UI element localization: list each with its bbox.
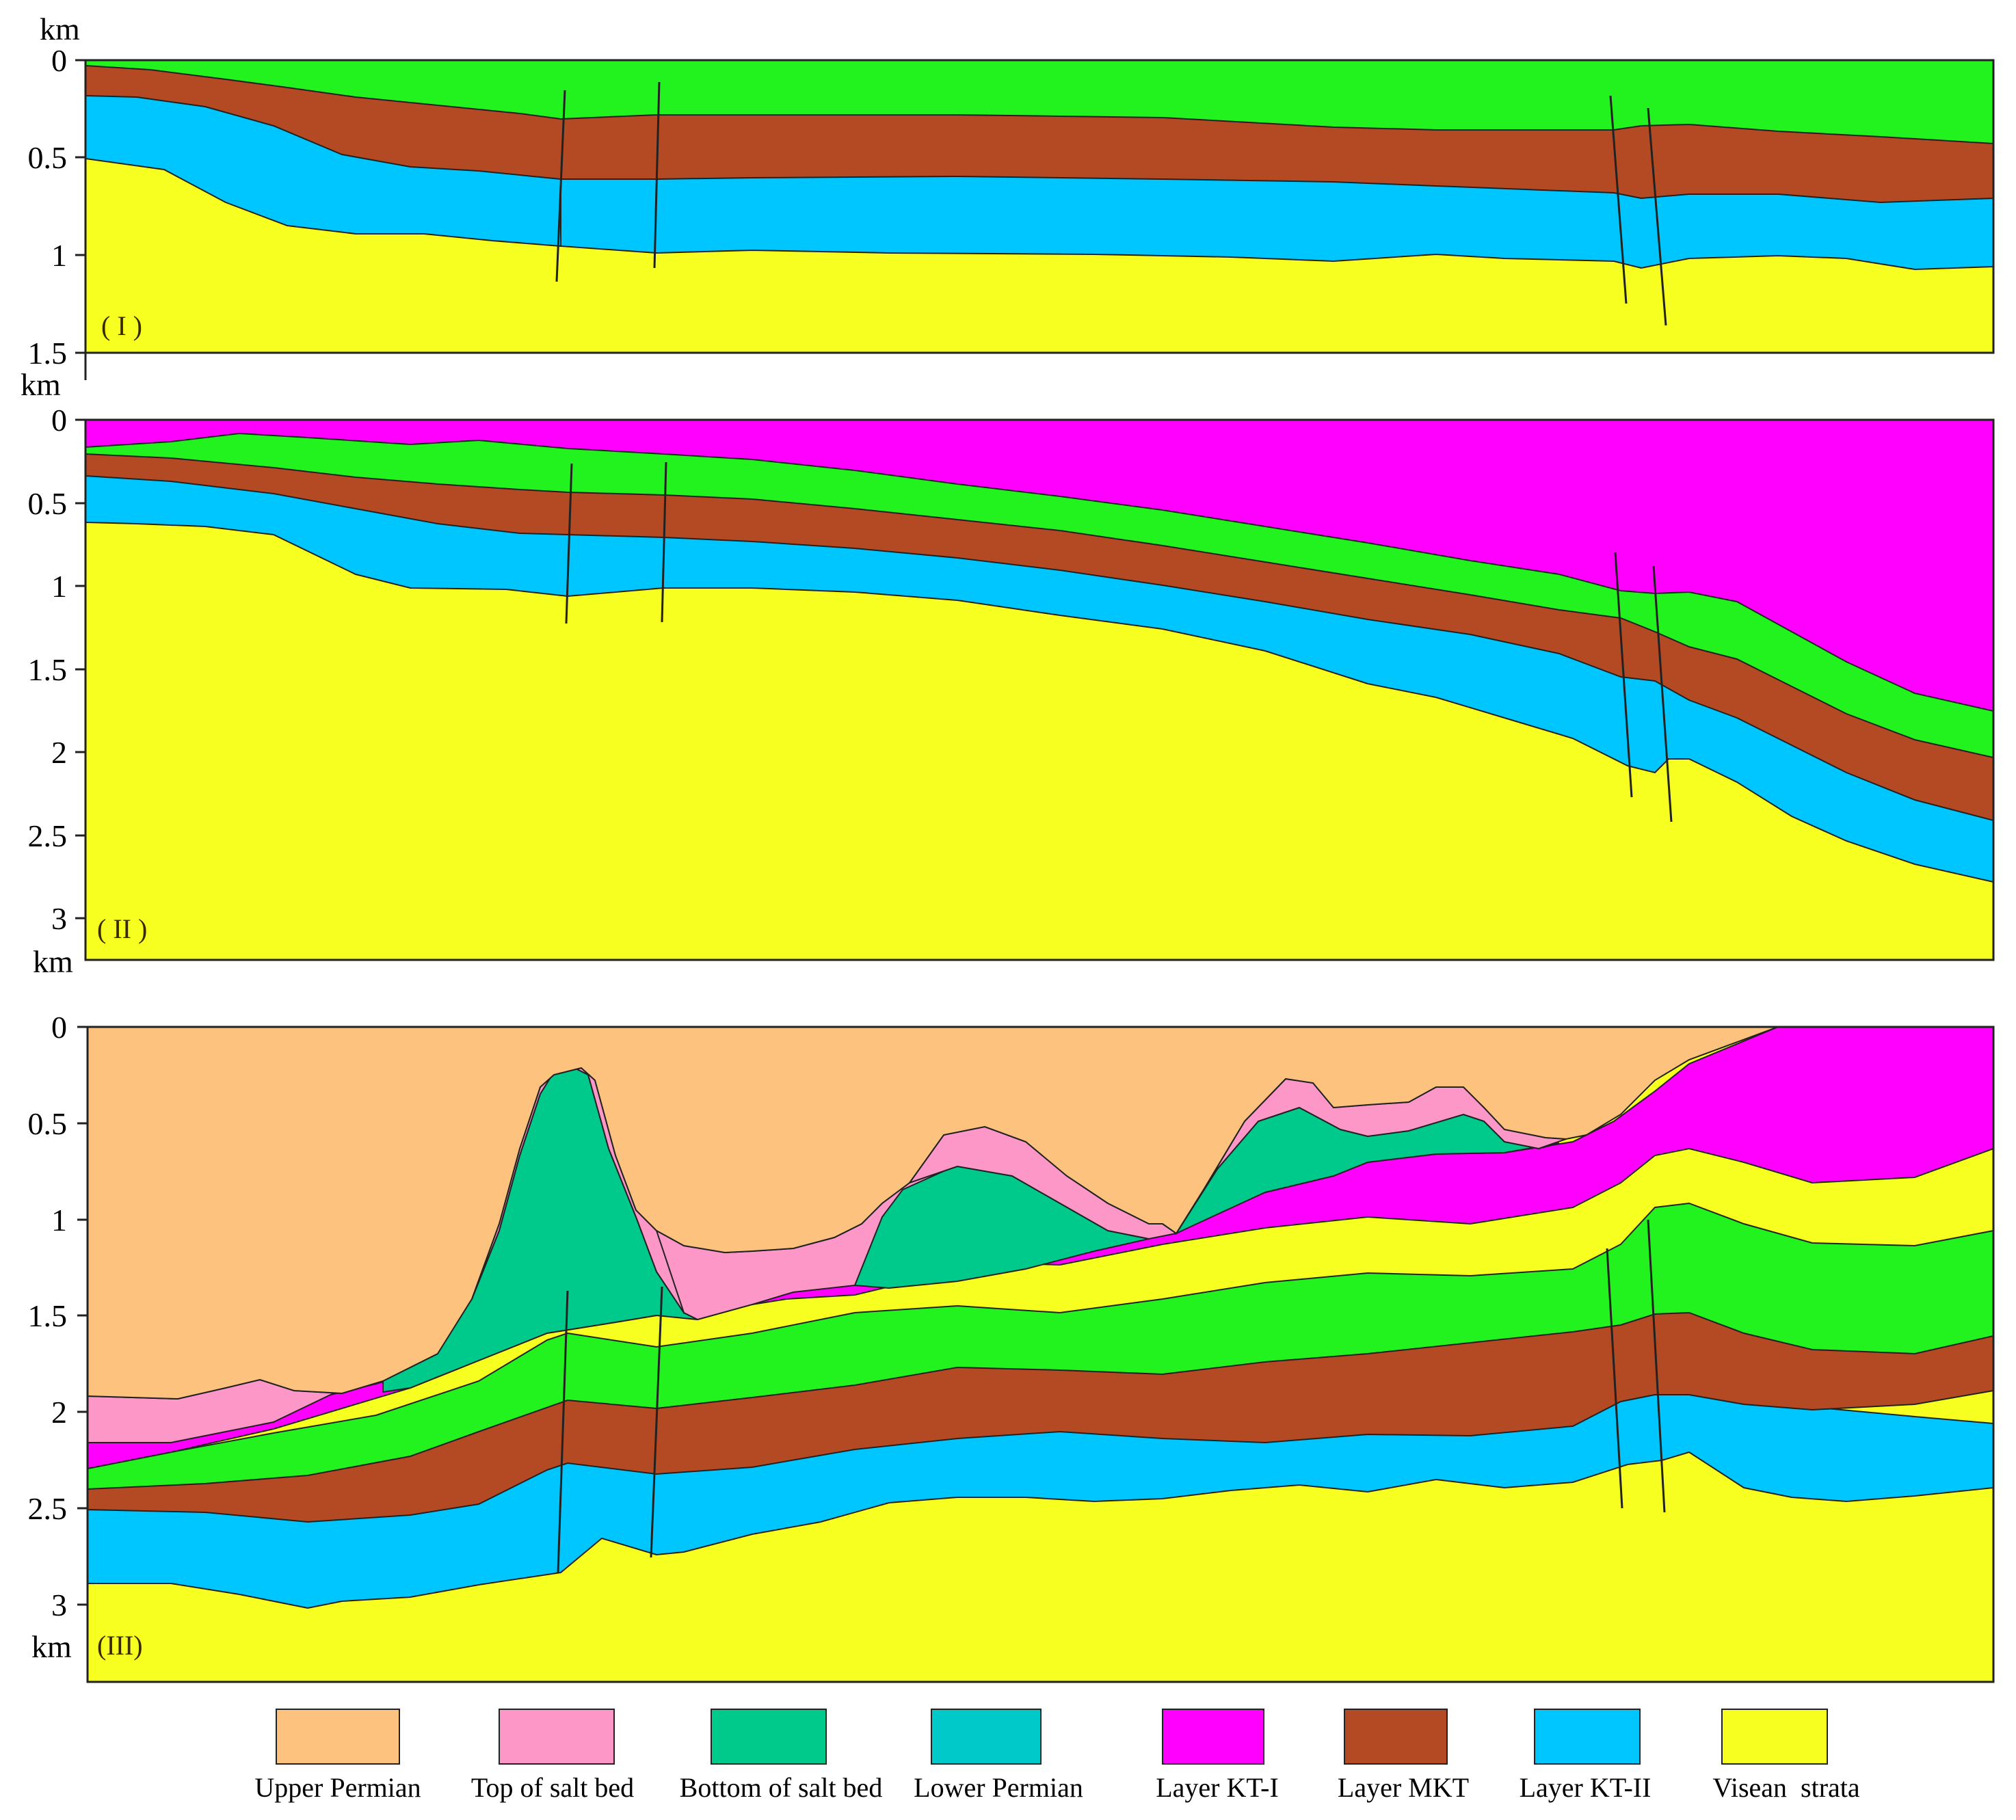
legend-item-bottom-of-salt-bed: Bottom of salt bed bbox=[680, 1709, 883, 1803]
legend-swatch-top-of-salt-bed bbox=[499, 1709, 615, 1765]
panel-2-tick-3: 3 bbox=[51, 901, 67, 936]
legend-swatch-visean-strata bbox=[1721, 1709, 1828, 1765]
panel-3-label: (III) bbox=[97, 1630, 143, 1661]
panel-2-unit: km bbox=[21, 367, 61, 402]
panel-2-tick-2: 2 bbox=[51, 735, 67, 770]
panel-2-tick-25: 2.5 bbox=[28, 818, 68, 853]
panel-1-layer-green bbox=[85, 59, 1994, 145]
legend-label-upper-permian: Upper Permian bbox=[254, 1772, 421, 1803]
panel-3: km 0 0.5 1 1.5 2 2.5 3 km (III) bbox=[28, 944, 1995, 1683]
panel-2-fault-4 bbox=[1652, 565, 1673, 822]
legend-swatch-lower-permian bbox=[931, 1709, 1042, 1765]
panel-2-fault-1 bbox=[565, 463, 573, 624]
legend-label-layer-mkt: Layer MKT bbox=[1338, 1772, 1469, 1803]
panel-1-tick-1: 1 bbox=[51, 238, 67, 273]
panel-3-tick-3: 3 bbox=[51, 1588, 67, 1622]
panel-3-tick-1: 1 bbox=[51, 1203, 67, 1237]
panel-2-layer-kt1 bbox=[85, 419, 1994, 712]
legend: Upper Permian Top of salt bed Bottom of … bbox=[254, 1709, 1860, 1803]
panel-2-tick-1: 1 bbox=[51, 569, 67, 604]
panel-3-bottom-unit: km bbox=[31, 1629, 72, 1664]
legend-label-lower-permian: Lower Permian bbox=[914, 1772, 1083, 1803]
panel-3-tick-0: 0 bbox=[51, 1010, 67, 1045]
legend-label-top-of-salt-bed: Top of salt bed bbox=[471, 1772, 634, 1803]
legend-item-layer-mkt: Layer MKT bbox=[1338, 1709, 1469, 1803]
panel-2-fault-2 bbox=[661, 461, 667, 623]
panel-2-tick-0: 0 bbox=[51, 403, 67, 438]
legend-item-layer-kt1: Layer KT-I bbox=[1156, 1709, 1279, 1803]
panel-2-label: ( II ) bbox=[97, 913, 147, 944]
panel-1-axis: km 0 0.5 1 1.5 bbox=[28, 12, 87, 380]
legend-label-layer-kt2: Layer KT-II bbox=[1520, 1772, 1652, 1803]
legend-item-lower-permian: Lower Permian bbox=[914, 1709, 1083, 1803]
panel-1-fault-3 bbox=[1609, 95, 1628, 304]
panel-3-tick-15: 1.5 bbox=[28, 1298, 68, 1333]
panel-3-axis: km 0 0.5 1 1.5 2 2.5 3 km bbox=[28, 944, 89, 1682]
panel-1-fault-1 bbox=[555, 90, 566, 282]
legend-swatch-layer-kt1 bbox=[1162, 1709, 1264, 1765]
panel-2-fault-3 bbox=[1614, 552, 1633, 798]
panel-2-tick-15: 1.5 bbox=[28, 652, 68, 687]
panel-3-tick-25: 2.5 bbox=[28, 1491, 68, 1526]
panel-3-fault-4 bbox=[1647, 1219, 1666, 1513]
legend-swatch-bottom-of-salt-bed bbox=[711, 1709, 827, 1765]
panel-1-tick-05: 0.5 bbox=[28, 140, 68, 175]
legend-label-visean-strata: Visean strata bbox=[1712, 1772, 1860, 1803]
panel-1-label: ( I ) bbox=[101, 310, 142, 341]
panel-2-axis: km 0 0.5 1 1.5 2 2.5 3 bbox=[21, 367, 87, 960]
legend-item-visean-strata: Visean strata bbox=[1712, 1709, 1860, 1803]
legend-label-layer-kt1: Layer KT-I bbox=[1156, 1772, 1279, 1803]
panel-2-tick-05: 0.5 bbox=[28, 486, 68, 521]
panel-3-fault-2 bbox=[650, 1286, 663, 1558]
legend-swatch-upper-permian bbox=[276, 1709, 400, 1765]
legend-label-bottom-of-salt-bed: Bottom of salt bed bbox=[680, 1772, 883, 1803]
legend-swatch-layer-kt2 bbox=[1534, 1709, 1641, 1765]
legend-item-layer-kt2: Layer KT-II bbox=[1520, 1709, 1652, 1803]
panel-3-tick-2: 2 bbox=[51, 1395, 67, 1430]
panel-2: km 0 0.5 1 1.5 2 2.5 3 ( II ) bbox=[21, 367, 1995, 961]
panel-1-tick-0: 0 bbox=[51, 43, 67, 78]
panel-3-upper-permian bbox=[87, 1026, 1779, 1400]
panel-3-unit: km bbox=[33, 944, 73, 979]
panel-1-unit: km bbox=[40, 12, 80, 46]
legend-swatch-layer-mkt bbox=[1344, 1709, 1448, 1765]
panel-1-tick-15: 1.5 bbox=[28, 336, 68, 371]
legend-item-upper-permian: Upper Permian bbox=[254, 1709, 421, 1803]
panel-1: km 0 0.5 1 1.5 ( I ) bbox=[28, 12, 1995, 380]
panel-3-fault-1 bbox=[557, 1290, 569, 1573]
panel-3-tick-05: 0.5 bbox=[28, 1106, 68, 1141]
panel-1-fault-2 bbox=[653, 81, 661, 269]
legend-item-top-of-salt-bed: Top of salt bed bbox=[471, 1709, 634, 1803]
panel-1-fault-4 bbox=[1647, 107, 1667, 326]
panel-3-fault-3 bbox=[1606, 1248, 1623, 1509]
